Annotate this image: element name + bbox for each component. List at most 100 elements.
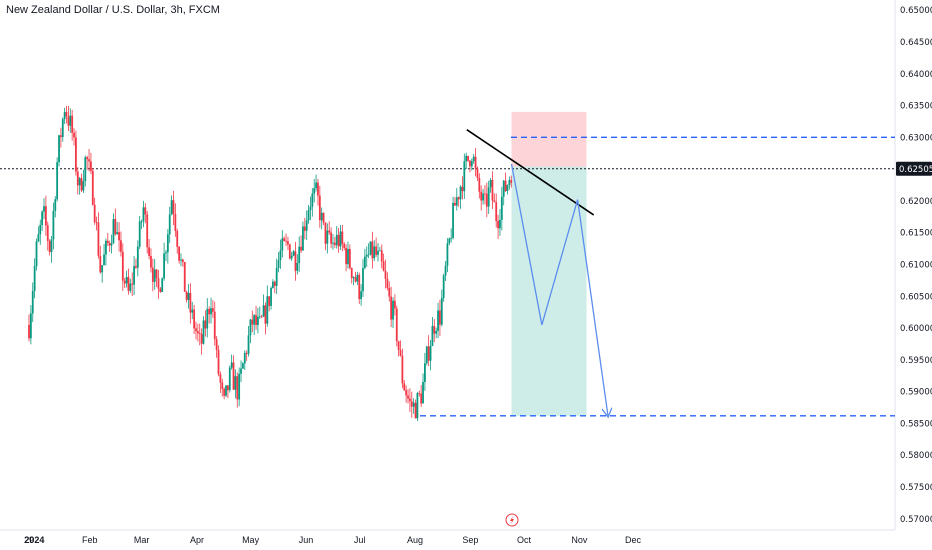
candle-body [193, 309, 196, 329]
candle-body [54, 199, 57, 211]
candle-body [495, 202, 498, 222]
candle-body [470, 161, 473, 167]
candle-body [418, 393, 421, 394]
candle-body [118, 232, 120, 241]
y-tick-label: 0.62000 [900, 197, 932, 207]
candle-body [281, 238, 284, 251]
candle-body [125, 277, 128, 284]
candle-body [183, 261, 186, 292]
candle-body [121, 251, 124, 281]
candle-body [296, 262, 299, 271]
candle-body [493, 200, 496, 203]
candle-body [43, 206, 45, 212]
candle-body [384, 270, 387, 279]
candle-body [48, 240, 51, 252]
projection-path[interactable] [510, 163, 607, 416]
candle-body [245, 352, 248, 354]
candle-body [317, 182, 319, 196]
candle-body [506, 185, 509, 192]
candle-body [459, 186, 462, 200]
candle-body [424, 363, 426, 382]
candle-body [410, 401, 413, 407]
last-price-label: 0.62505 [899, 165, 932, 175]
candle-body [105, 240, 107, 255]
candle-body [335, 234, 338, 246]
x-tick-label: Sep [462, 535, 478, 545]
candle-body [67, 116, 70, 126]
candle-body [482, 193, 484, 201]
candle-body [217, 349, 220, 375]
candle-body [478, 177, 481, 192]
candle-body [219, 374, 222, 383]
candle-body [365, 254, 368, 257]
candle-body [266, 296, 269, 324]
candle-body [333, 242, 336, 246]
candle-body [63, 111, 66, 120]
candle-body [444, 265, 447, 276]
y-tick-label: 0.58500 [900, 419, 932, 429]
candle-body [474, 156, 477, 169]
candle-body [80, 178, 83, 191]
candle-body [311, 193, 314, 207]
candle-body [260, 316, 263, 318]
candle-body [508, 180, 511, 186]
candle-body [433, 326, 436, 334]
candle-body [211, 308, 214, 312]
candle-body [465, 155, 468, 162]
candle-body [341, 231, 344, 244]
candle-body [196, 331, 199, 334]
candle-body [191, 309, 194, 313]
take-profit-zone[interactable] [511, 166, 587, 416]
candle-body [46, 225, 49, 241]
candle-body [390, 296, 393, 320]
y-tick-label: 0.60000 [900, 324, 932, 334]
candle-body [234, 376, 237, 390]
candle-body [258, 316, 261, 318]
candle-body [502, 180, 505, 197]
candle-body [29, 313, 32, 339]
x-tick-label: Apr [190, 535, 204, 545]
trendline[interactable] [466, 129, 595, 216]
candle-body [412, 402, 415, 407]
candle-body [76, 171, 79, 186]
candle-body [288, 244, 291, 259]
candle-body [44, 206, 47, 226]
candle-body [326, 230, 329, 244]
candle-body [382, 261, 385, 271]
y-tick-label: 0.60500 [900, 292, 932, 302]
candle-body [129, 283, 132, 291]
candle-body [228, 367, 231, 391]
candle-body [110, 243, 113, 246]
candle-body [386, 278, 389, 288]
last-price-tag [896, 161, 932, 176]
chart-title: New Zealand Dollar / U.S. Dollar, 3h, FX… [6, 4, 220, 16]
candle-body [392, 300, 394, 320]
candle-body [257, 316, 259, 325]
x-tick-label: 2024 [24, 535, 44, 545]
candle-body [163, 253, 165, 279]
candle-body [448, 238, 451, 244]
candle-body [277, 260, 280, 268]
candle-body [135, 266, 137, 268]
candle-body [78, 178, 81, 186]
candle-body [249, 319, 252, 336]
candle-body [114, 219, 117, 235]
candle-body [168, 214, 171, 235]
candle-body [375, 246, 378, 255]
candle-body [358, 274, 361, 300]
candle-body [332, 242, 334, 244]
candle-body [467, 155, 469, 161]
candle-body [367, 254, 370, 256]
candle-body [262, 305, 265, 317]
candle-body [213, 311, 216, 340]
candle-body [330, 232, 332, 244]
stop-loss-zone[interactable] [511, 111, 587, 167]
candle-body [354, 277, 357, 282]
candle-body [103, 254, 105, 266]
candle-body [294, 251, 297, 271]
candle-body [407, 395, 409, 399]
candle-body [138, 221, 141, 247]
candle-body [59, 135, 62, 138]
candle-body [457, 197, 460, 200]
